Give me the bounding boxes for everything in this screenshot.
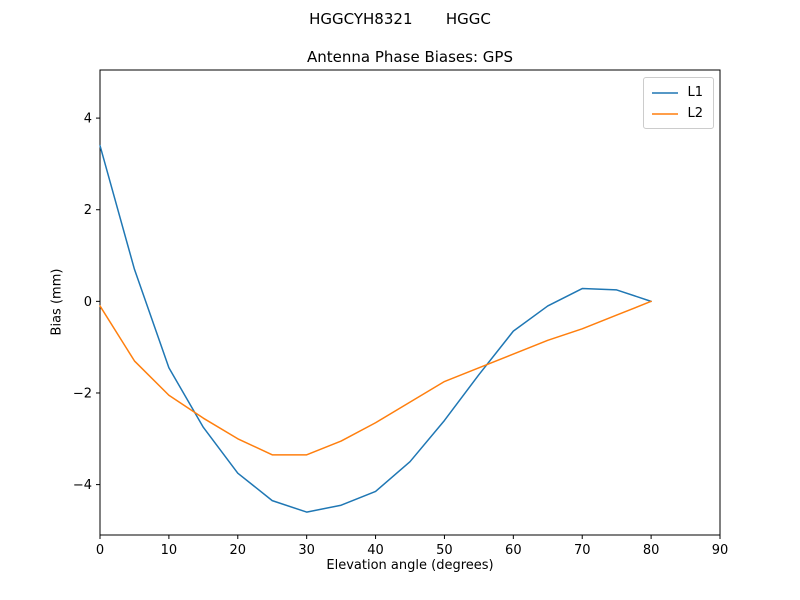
figure-suptitle: HGGCYH8321 HGGC [309, 10, 491, 28]
x-axis-label: Elevation angle (degrees) [326, 558, 494, 573]
x-tick-label: 0 [96, 543, 104, 558]
x-tick-label: 60 [505, 543, 522, 558]
x-tick-label: 20 [230, 543, 247, 558]
x-tick-label: 40 [367, 543, 384, 558]
series-line-l1 [99, 144, 652, 513]
legend-item-l2: L2 [650, 103, 703, 124]
chart-title: Antenna Phase Biases: GPS [307, 48, 513, 66]
y-tick-label: −4 [73, 478, 92, 493]
x-tick-label: 70 [574, 543, 591, 558]
legend-label: L1 [687, 85, 703, 100]
axes-frame [99, 69, 721, 536]
x-tick-label: 90 [712, 543, 729, 558]
x-tick-label: 30 [298, 543, 315, 558]
y-tick-label: 0 [84, 295, 92, 310]
x-tick-label: 10 [161, 543, 178, 558]
x-tick-label: 50 [436, 543, 453, 558]
series-line-l2 [99, 300, 652, 456]
x-tick-label: 80 [643, 543, 660, 558]
y-tick-label: 2 [84, 203, 92, 218]
legend-line-swatch [652, 91, 679, 94]
legend-line-swatch [652, 112, 679, 115]
legend-label: L2 [687, 106, 703, 121]
y-tick-label: −2 [73, 386, 92, 401]
y-axis-label: Bias (mm) [49, 268, 65, 336]
y-tick-label: 4 [84, 112, 92, 127]
legend-item-l1: L1 [650, 82, 703, 103]
legend: L1 L2 [643, 77, 714, 129]
